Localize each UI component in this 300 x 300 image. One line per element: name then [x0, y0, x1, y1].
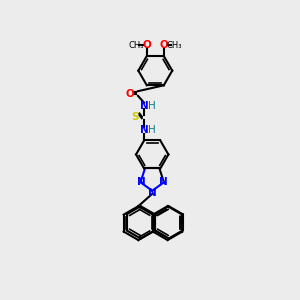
Text: N: N: [140, 101, 148, 111]
Text: N: N: [140, 125, 148, 136]
Text: H: H: [148, 125, 156, 136]
Text: O: O: [159, 40, 168, 50]
Text: N: N: [137, 177, 146, 187]
Text: N: N: [159, 177, 167, 187]
Text: CH₃: CH₃: [167, 41, 182, 50]
Text: O: O: [142, 40, 151, 50]
Text: N: N: [148, 188, 157, 198]
Text: S: S: [131, 112, 139, 122]
Text: CH₃: CH₃: [128, 41, 144, 50]
Text: O: O: [126, 88, 135, 98]
Text: H: H: [148, 101, 156, 111]
